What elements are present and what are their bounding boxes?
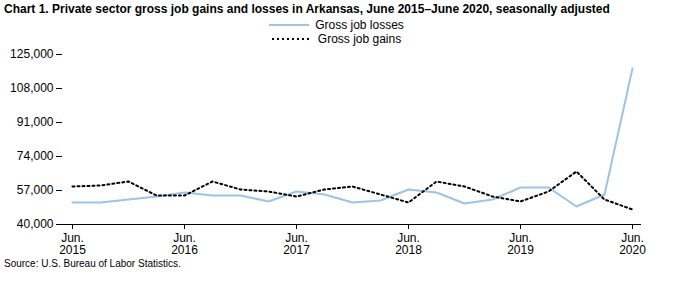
svg-text:Jun.2016: Jun.2016: [171, 231, 198, 257]
svg-text:74,000: 74,000: [17, 149, 54, 163]
svg-text:91,000: 91,000: [17, 115, 54, 129]
svg-text:57,000: 57,000: [17, 183, 54, 197]
svg-text:Jun.2019: Jun.2019: [507, 231, 534, 257]
svg-text:108,000: 108,000: [10, 81, 54, 95]
svg-text:Jun.2015: Jun.2015: [59, 231, 86, 257]
html-text:Chart 1. Private sector gross: Chart 1. Private sector gross job gains …: [4, 2, 610, 16]
svg-text:Jun.2020: Jun.2020: [619, 231, 646, 257]
html-text:Gross job losses: Gross job losses: [315, 18, 404, 32]
svg-text:40,000: 40,000: [17, 217, 54, 231]
svg-text:Jun.2018: Jun.2018: [395, 231, 422, 257]
html-text:Gross job gains: Gross job gains: [317, 32, 402, 46]
html-text:Source: U.S. Bureau of Labor S: Source: U.S. Bureau of Labor Statistics.: [4, 258, 181, 269]
svg-text:125,000: 125,000: [10, 47, 54, 61]
svg-text:Jun.2017: Jun.2017: [283, 231, 310, 257]
